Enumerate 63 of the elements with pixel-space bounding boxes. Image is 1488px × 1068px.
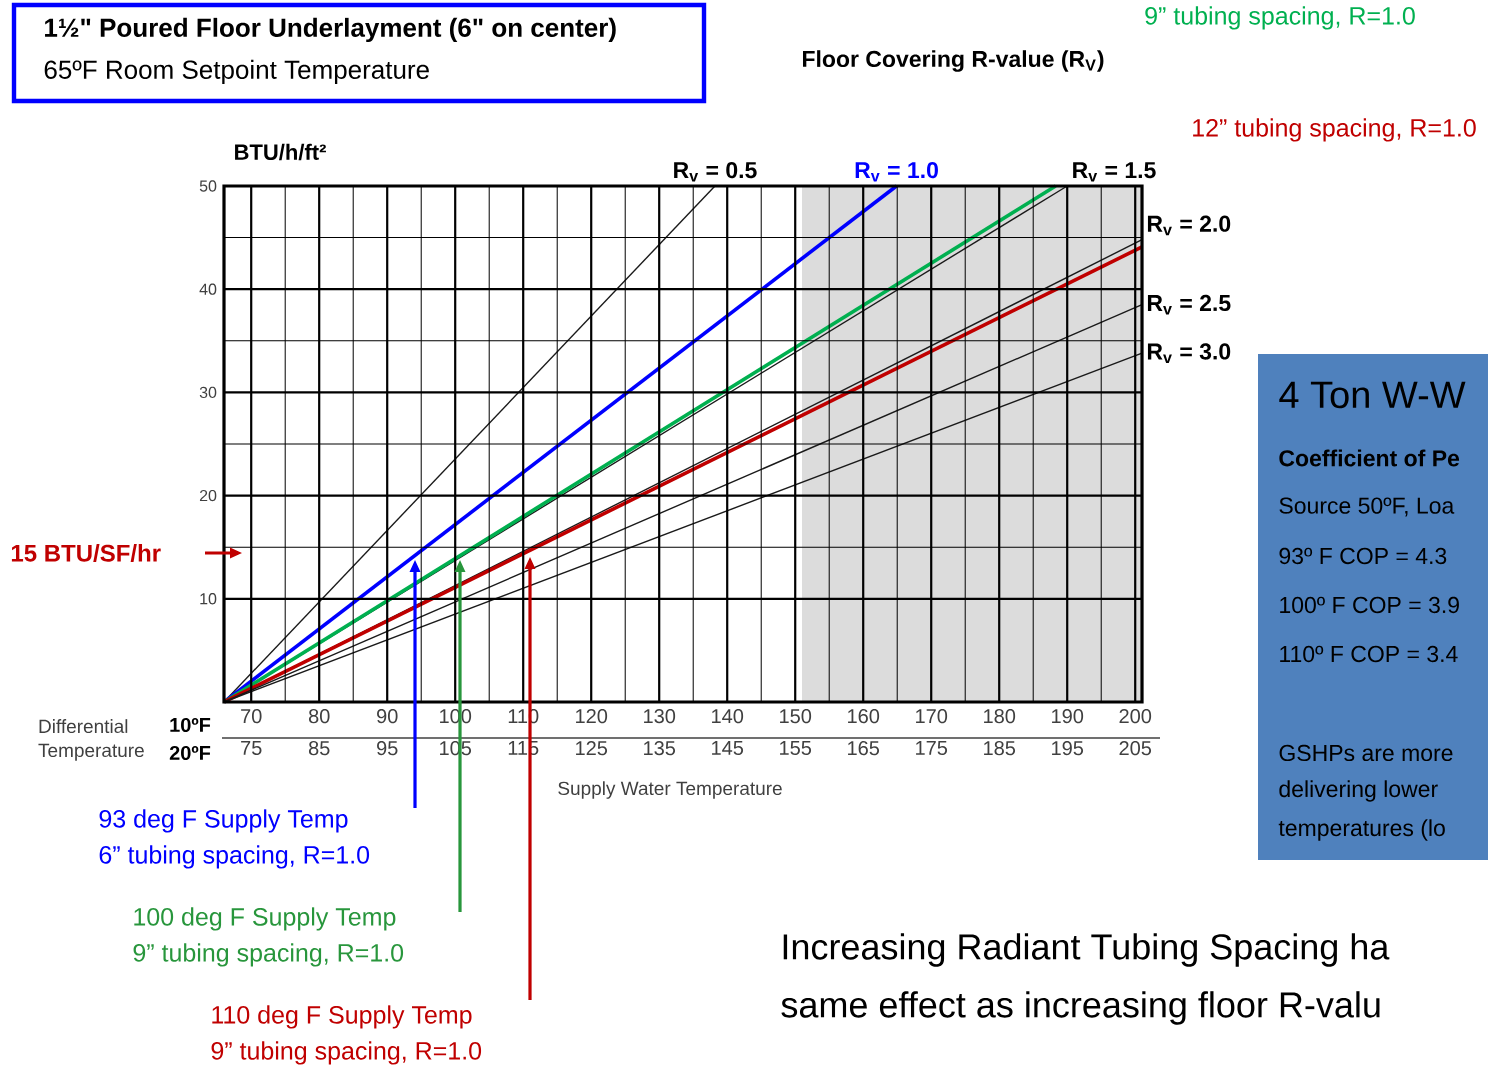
series-label: R$_{v}$ = 3.0	[1147, 343, 1231, 363]
x2-tick-label: 165	[848, 741, 880, 756]
x2-tick-label: 135	[644, 741, 676, 756]
x-tick-label: 150	[780, 709, 812, 724]
text: delivering lower	[1279, 780, 1438, 802]
text: 4 Ton W-W	[1279, 381, 1466, 409]
x2-tick-label: 175	[916, 741, 948, 755]
text: same effect as increasing floor R-valu	[781, 991, 1380, 1025]
x-tick-label: 180	[984, 709, 1016, 724]
text: 20ºF	[169, 745, 211, 761]
x2-tick-label: 205	[1119, 741, 1152, 756]
x-tick-label: 160	[848, 709, 880, 724]
text: 110º F COP = 3.4	[1280, 645, 1458, 663]
x-tick-label: 120	[576, 709, 608, 724]
x2-tick-label: 195	[1052, 741, 1084, 756]
x-tick-label: 200	[1119, 709, 1152, 724]
text: 6” tubing spacing, R=1.0	[99, 845, 370, 869]
text: 93 deg F Supply Temp	[99, 809, 348, 833]
x-tick-label: 90	[377, 709, 398, 724]
text: 10ºF	[170, 717, 211, 733]
x-tick-label: 80	[308, 709, 330, 724]
y-tick-label: 50	[199, 180, 217, 192]
x2-tick-label: 185	[984, 741, 1016, 756]
chart-subtitle: 65ºF Room Setpoint Temperature	[44, 59, 429, 85]
text: 9” tubing spacing, R=1.0	[133, 943, 404, 967]
series-label: R$_{v}$ = 1.5	[1073, 162, 1156, 182]
series-label: R$_{v}$ = 2.0	[1147, 215, 1231, 236]
y-tick-label: 30	[199, 386, 217, 399]
series-label: R$_{v}$ = 2.5	[1147, 294, 1231, 315]
text: 100º F COP = 3.9	[1280, 596, 1459, 614]
y-tick-label: 20	[199, 489, 217, 502]
text: Coefficient of Pe	[1279, 449, 1460, 467]
x2-tick-label: 125	[576, 741, 608, 756]
text: Differential Temperature	[38, 719, 144, 761]
text: 12” tubing spacing, R=1.0	[1193, 118, 1476, 142]
chart-title: 1½" Poured Floor Underlayment (6" on center)	[45, 17, 616, 43]
text: GSHPs are more	[1279, 744, 1453, 762]
x2-tick-label: 75	[241, 741, 262, 755]
x2-tick-label: 95	[377, 741, 398, 756]
text: 15 BTU/SF/hr	[11, 544, 161, 562]
text: 110 deg F Supply Temp	[212, 1005, 472, 1029]
y-tick-label: 40	[199, 283, 217, 295]
text: Increasing Radiant Tubing Spacing ha	[783, 933, 1390, 967]
x-tick-label: 190	[1052, 709, 1084, 724]
x2-tick-label: 145	[712, 741, 744, 755]
series-label: R$_{v}$ = 1.0	[855, 161, 938, 182]
x-tick-label: 140	[712, 709, 744, 724]
text: 100 deg F Supply Temp	[134, 907, 396, 931]
text: Floor Covering R-value (R$_{V}$)	[803, 50, 1104, 72]
series-label: R$_{v}$ = 0.5	[674, 161, 757, 182]
y-tick-label: 10	[200, 593, 217, 605]
x-axis-title: Supply Water Temperature	[558, 781, 782, 799]
x2-tick-label: 85	[308, 741, 330, 756]
x-tick-label: 70	[241, 709, 262, 724]
text: 93º F COP = 4.3	[1279, 547, 1447, 565]
source-note: Source 50ºF, Loa	[1279, 497, 1455, 517]
text: temperatures (lo	[1278, 819, 1445, 841]
text: 9” tubing spacing, R=1.0	[211, 1041, 482, 1065]
text: 9” tubing spacing, R=1.0	[1145, 6, 1415, 30]
x2-tick-label: 155	[780, 741, 812, 755]
x-tick-label: 170	[916, 709, 948, 724]
x-tick-label: 130	[644, 709, 676, 724]
y-axis-title: BTU/h/ft²	[235, 143, 326, 161]
